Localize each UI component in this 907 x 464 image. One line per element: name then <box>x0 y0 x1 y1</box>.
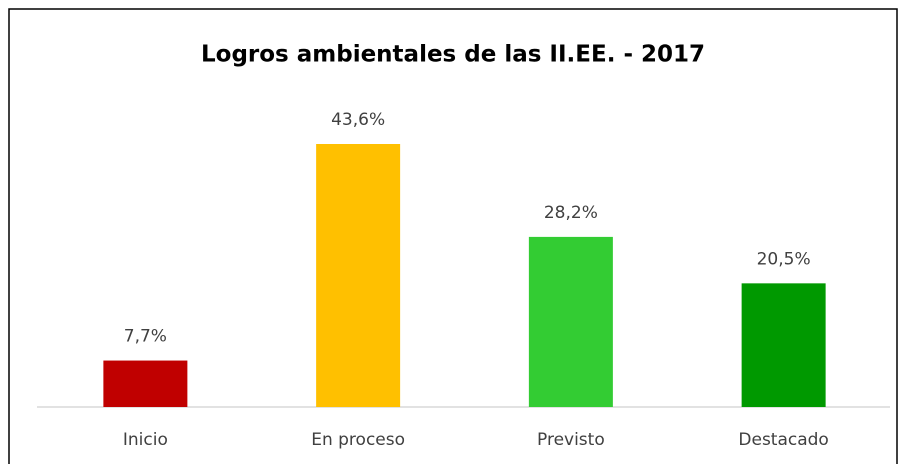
bar <box>316 144 401 407</box>
x-tick-label: Previsto <box>537 430 605 450</box>
bar <box>741 283 826 407</box>
x-tick-label: Destacado <box>738 430 828 450</box>
chart-title: Logros ambientales de las II.EE. - 2017 <box>201 42 705 68</box>
data-label: 7,7% <box>124 327 167 347</box>
bar <box>528 236 613 407</box>
data-label: 20,5% <box>757 249 811 269</box>
data-label: 43,6% <box>331 110 385 130</box>
bar <box>103 360 188 407</box>
x-tick-label: Inicio <box>123 430 168 450</box>
data-label: 28,2% <box>544 203 598 223</box>
x-tick-label: En proceso <box>311 430 405 450</box>
